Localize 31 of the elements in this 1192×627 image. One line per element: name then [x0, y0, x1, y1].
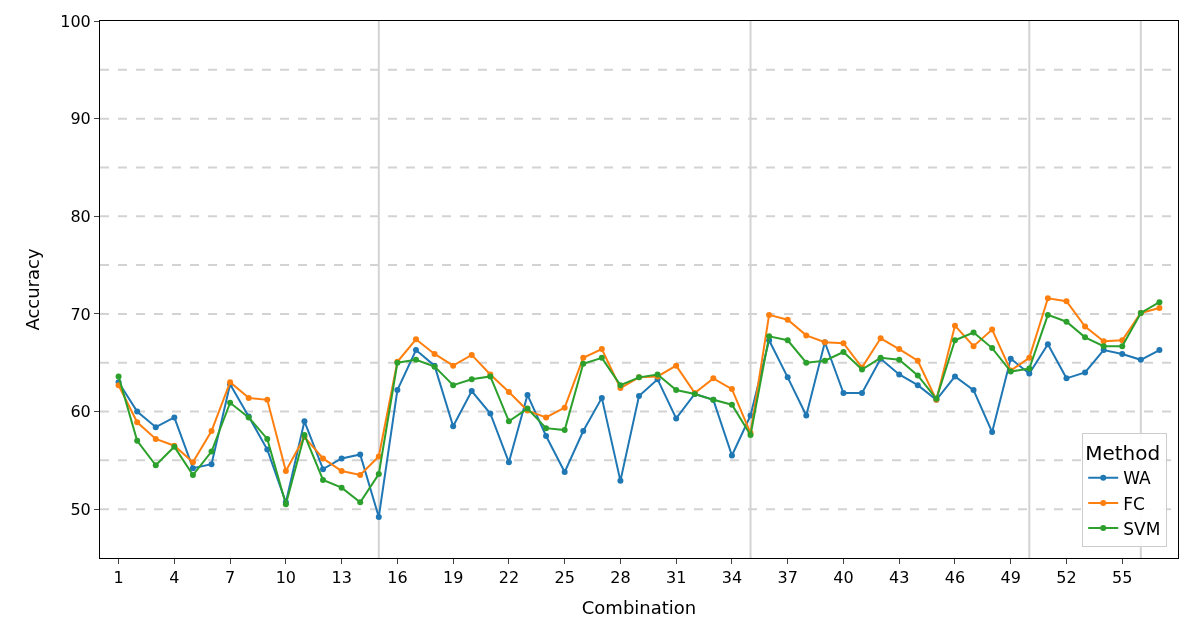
x-tick-label: 40: [833, 568, 854, 588]
legend-label: WA: [1123, 468, 1152, 489]
x-tick-label: 7: [225, 568, 236, 588]
legend-label: SVM: [1123, 518, 1161, 539]
y-tick-label: 100: [60, 11, 91, 31]
legend-label: FC: [1123, 493, 1145, 514]
x-tick-label: 4: [169, 568, 180, 588]
x-tick-label: 13: [331, 568, 352, 588]
x-tick-label: 49: [1000, 568, 1021, 588]
x-tick-label: 25: [554, 568, 575, 588]
y-tick-label: 80: [70, 206, 91, 226]
x-tick-label: 16: [387, 568, 408, 588]
y-axis-title: Accuracy: [22, 248, 44, 331]
x-tick-label: 1: [113, 568, 124, 588]
x-axis-title: Combination: [581, 597, 697, 619]
x-tick-label: 22: [498, 568, 520, 588]
x-tick-label: 55: [1112, 568, 1133, 588]
legend-title: Method: [1085, 441, 1161, 466]
x-tick-label: 52: [1056, 568, 1077, 588]
x-tick-label: 46: [944, 568, 966, 588]
x-tick-label: 31: [665, 568, 687, 588]
x-tick-label: 34: [721, 568, 743, 588]
y-tick-label: 90: [70, 109, 91, 129]
x-tick-label: 10: [275, 568, 297, 588]
x-tick-label: 37: [777, 568, 798, 588]
x-tick-label: 19: [442, 568, 464, 588]
y-tick-label: 60: [70, 402, 91, 422]
x-tick-label: 28: [610, 568, 631, 588]
x-tick-label: 43: [889, 568, 910, 588]
y-tick-label: 50: [70, 499, 91, 519]
y-tick-label: 70: [70, 304, 91, 324]
